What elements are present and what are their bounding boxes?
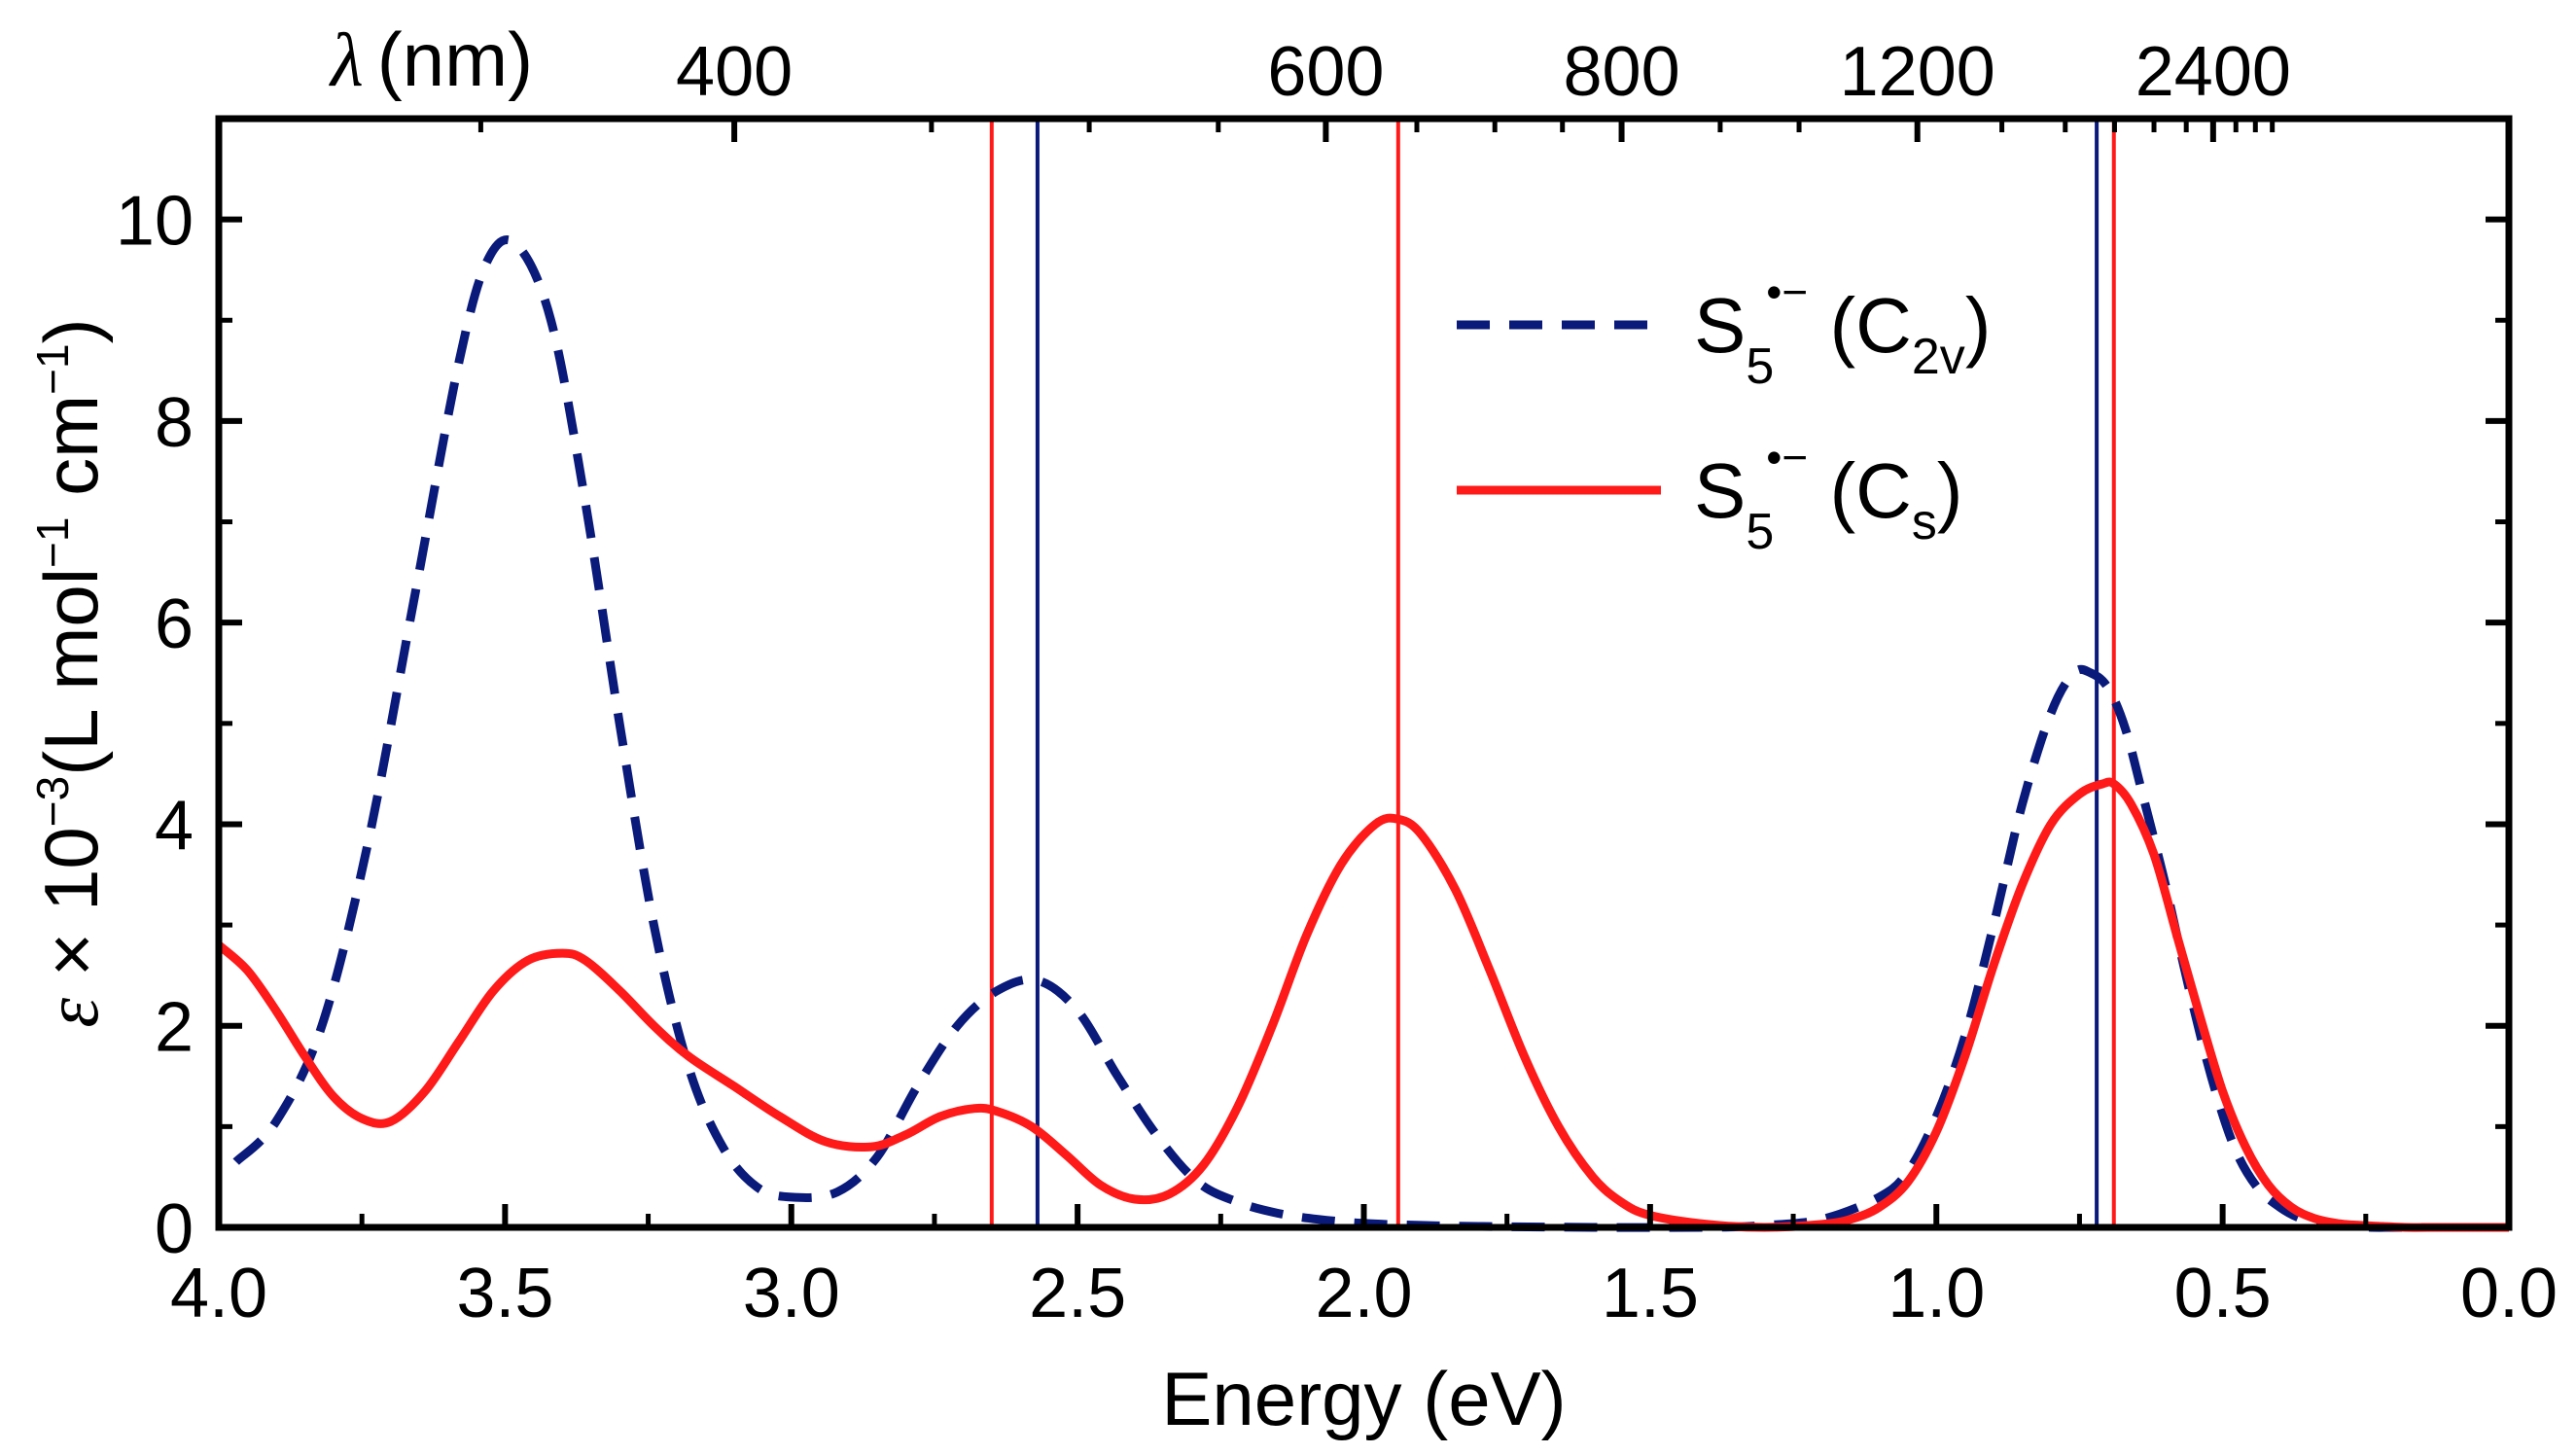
legend-cs-open: (C	[1808, 447, 1912, 534]
x-tick-label-8: 0.0	[2460, 1255, 2558, 1332]
top-axis-symbol: λ	[329, 18, 364, 102]
series-line-cs	[216, 777, 2509, 1232]
y-tick-label-3: 6	[155, 585, 194, 663]
legend-label-c2v: S5 •− (C2v)	[1694, 266, 1991, 395]
x-axis-title: Energy (eV)	[1161, 1356, 1566, 1441]
legend-c2v-group: 2v	[1912, 329, 1965, 385]
y-tick-label-4: 8	[155, 384, 194, 462]
legend-c2v-sub: 5	[1746, 338, 1774, 395]
legend-c2v-base: S	[1694, 282, 1746, 369]
y-axis-symbol: ε	[29, 998, 114, 1028]
x-tick-label-2: 3.0	[743, 1255, 840, 1332]
top-tick-label-0: 400	[676, 33, 793, 111]
legend-c2v-close: )	[1965, 282, 1992, 369]
x-tick-label-0: 4.0	[170, 1255, 267, 1332]
y-axis-close: )	[28, 318, 114, 343]
legend: S5•− (C2v) S5•− (Cs)	[1457, 266, 1991, 560]
top-axis-unit: (nm)	[377, 17, 533, 102]
top-tick-label-4: 2400	[2135, 33, 2291, 111]
x-tick-label-1: 3.5	[456, 1255, 553, 1332]
series-curves	[216, 235, 2509, 1232]
y-axis-ticks: 0 2 4 6 8 10	[116, 183, 2509, 1268]
y-tick-label-5: 10	[116, 183, 194, 261]
y-axis-exp: −3	[27, 776, 78, 827]
x-axis-ticks: 4.0 3.5 3.0 2.5 2.0 1.5 1.0 0.5 0.0	[170, 1204, 2558, 1332]
x-tick-label-4: 2.0	[1315, 1255, 1412, 1332]
legend-c2v-open: (C	[1808, 282, 1912, 369]
legend-cs-sup: •−	[1766, 432, 1808, 482]
legend-cs-base: S	[1694, 447, 1746, 534]
top-axis-title: λ (nm)	[329, 17, 533, 102]
y-tick-label-2: 4	[155, 787, 194, 865]
top-tick-label-2: 800	[1563, 33, 1679, 111]
x-tick-label-5: 1.5	[1602, 1255, 1699, 1332]
y-tick-label-0: 0	[155, 1190, 194, 1268]
x-tick-label-7: 0.5	[2174, 1255, 2272, 1332]
y-axis-title: ε × 10−3(L mol−1 cm−1)	[27, 318, 114, 1027]
top-tick-label-3: 1200	[1840, 33, 1995, 111]
legend-cs-group: s	[1912, 494, 1937, 550]
y-axis-unit-b: cm	[28, 395, 114, 517]
top-tick-label-1: 600	[1267, 33, 1384, 111]
y-tick-label-1: 2	[155, 989, 194, 1067]
y-axis-times: × 10	[28, 827, 114, 998]
y-axis-exp-b: −1	[27, 343, 78, 394]
series-line-c2v	[232, 235, 2509, 1232]
x-tick-label-3: 2.5	[1029, 1255, 1126, 1332]
top-axis-ticks: 400 600 800 1200 2400	[477, 33, 2291, 142]
x-tick-label-6: 1.0	[1888, 1255, 1985, 1332]
plot-frame	[215, 115, 2513, 1231]
y-axis-unit-a: (L mol	[28, 568, 114, 776]
transition-lines	[989, 119, 2116, 1227]
legend-c2v-sup: •−	[1766, 266, 1808, 317]
y-axis-exp-a: −1	[27, 516, 78, 567]
legend-cs-close: )	[1937, 447, 1963, 534]
legend-label-cs: S5 •− (Cs)	[1694, 432, 1963, 560]
legend-cs-sub: 5	[1746, 504, 1774, 560]
